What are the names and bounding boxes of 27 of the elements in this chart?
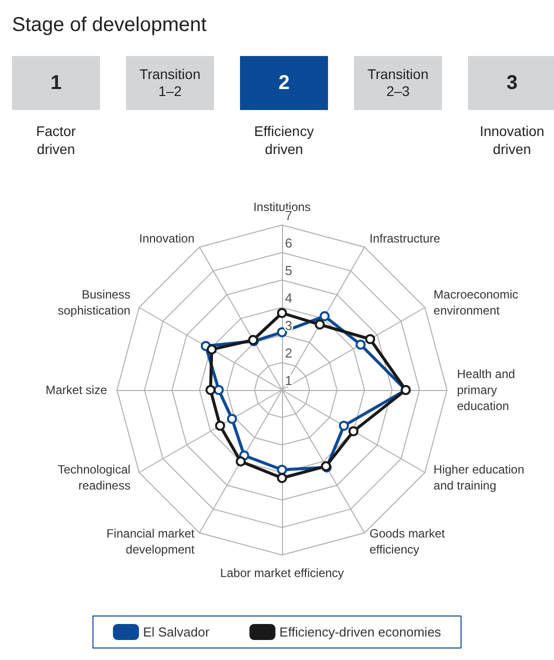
text: 1: [12, 56, 100, 110]
text: Transition 2–3: [354, 56, 442, 110]
y-tick-label: 7: [285, 208, 292, 223]
chart-title: Stage of development: [12, 14, 207, 37]
spoke-label: Market size: [46, 383, 108, 397]
y-tick-label: 6: [285, 236, 292, 250]
legend-label: El Salvador: [142, 624, 210, 640]
y-tick-label: 2: [285, 346, 292, 360]
spoke-label: Financial market development: [106, 526, 196, 557]
spoke-label: Infrastructure: [370, 231, 441, 246]
y-tick-label: 5: [285, 263, 292, 278]
text: Efficiency driven: [253, 122, 315, 158]
y-tick-label: 1: [285, 373, 292, 388]
spoke-label: Innovation: [139, 231, 194, 246]
spoke-label: Health and primary education: [457, 367, 516, 413]
y-tick-label: 4: [285, 290, 292, 306]
spoke-label: Technological readiness: [58, 462, 130, 492]
spoke-label: Business sophistication: [58, 288, 130, 318]
text: Transition 1–2: [126, 56, 214, 110]
text: Factor driven: [35, 122, 77, 158]
legend-label: Efficiency-driven economies: [279, 624, 442, 640]
spoke-label: Goods market efficiency: [370, 526, 446, 557]
spoke-label: Macroeconomic environment: [434, 288, 518, 318]
text: 3: [468, 56, 554, 110]
spoke-label: Higher education and training: [434, 462, 524, 492]
text: Innovation driven: [478, 122, 546, 158]
spoke-label: Labor market efficiency: [220, 566, 344, 580]
